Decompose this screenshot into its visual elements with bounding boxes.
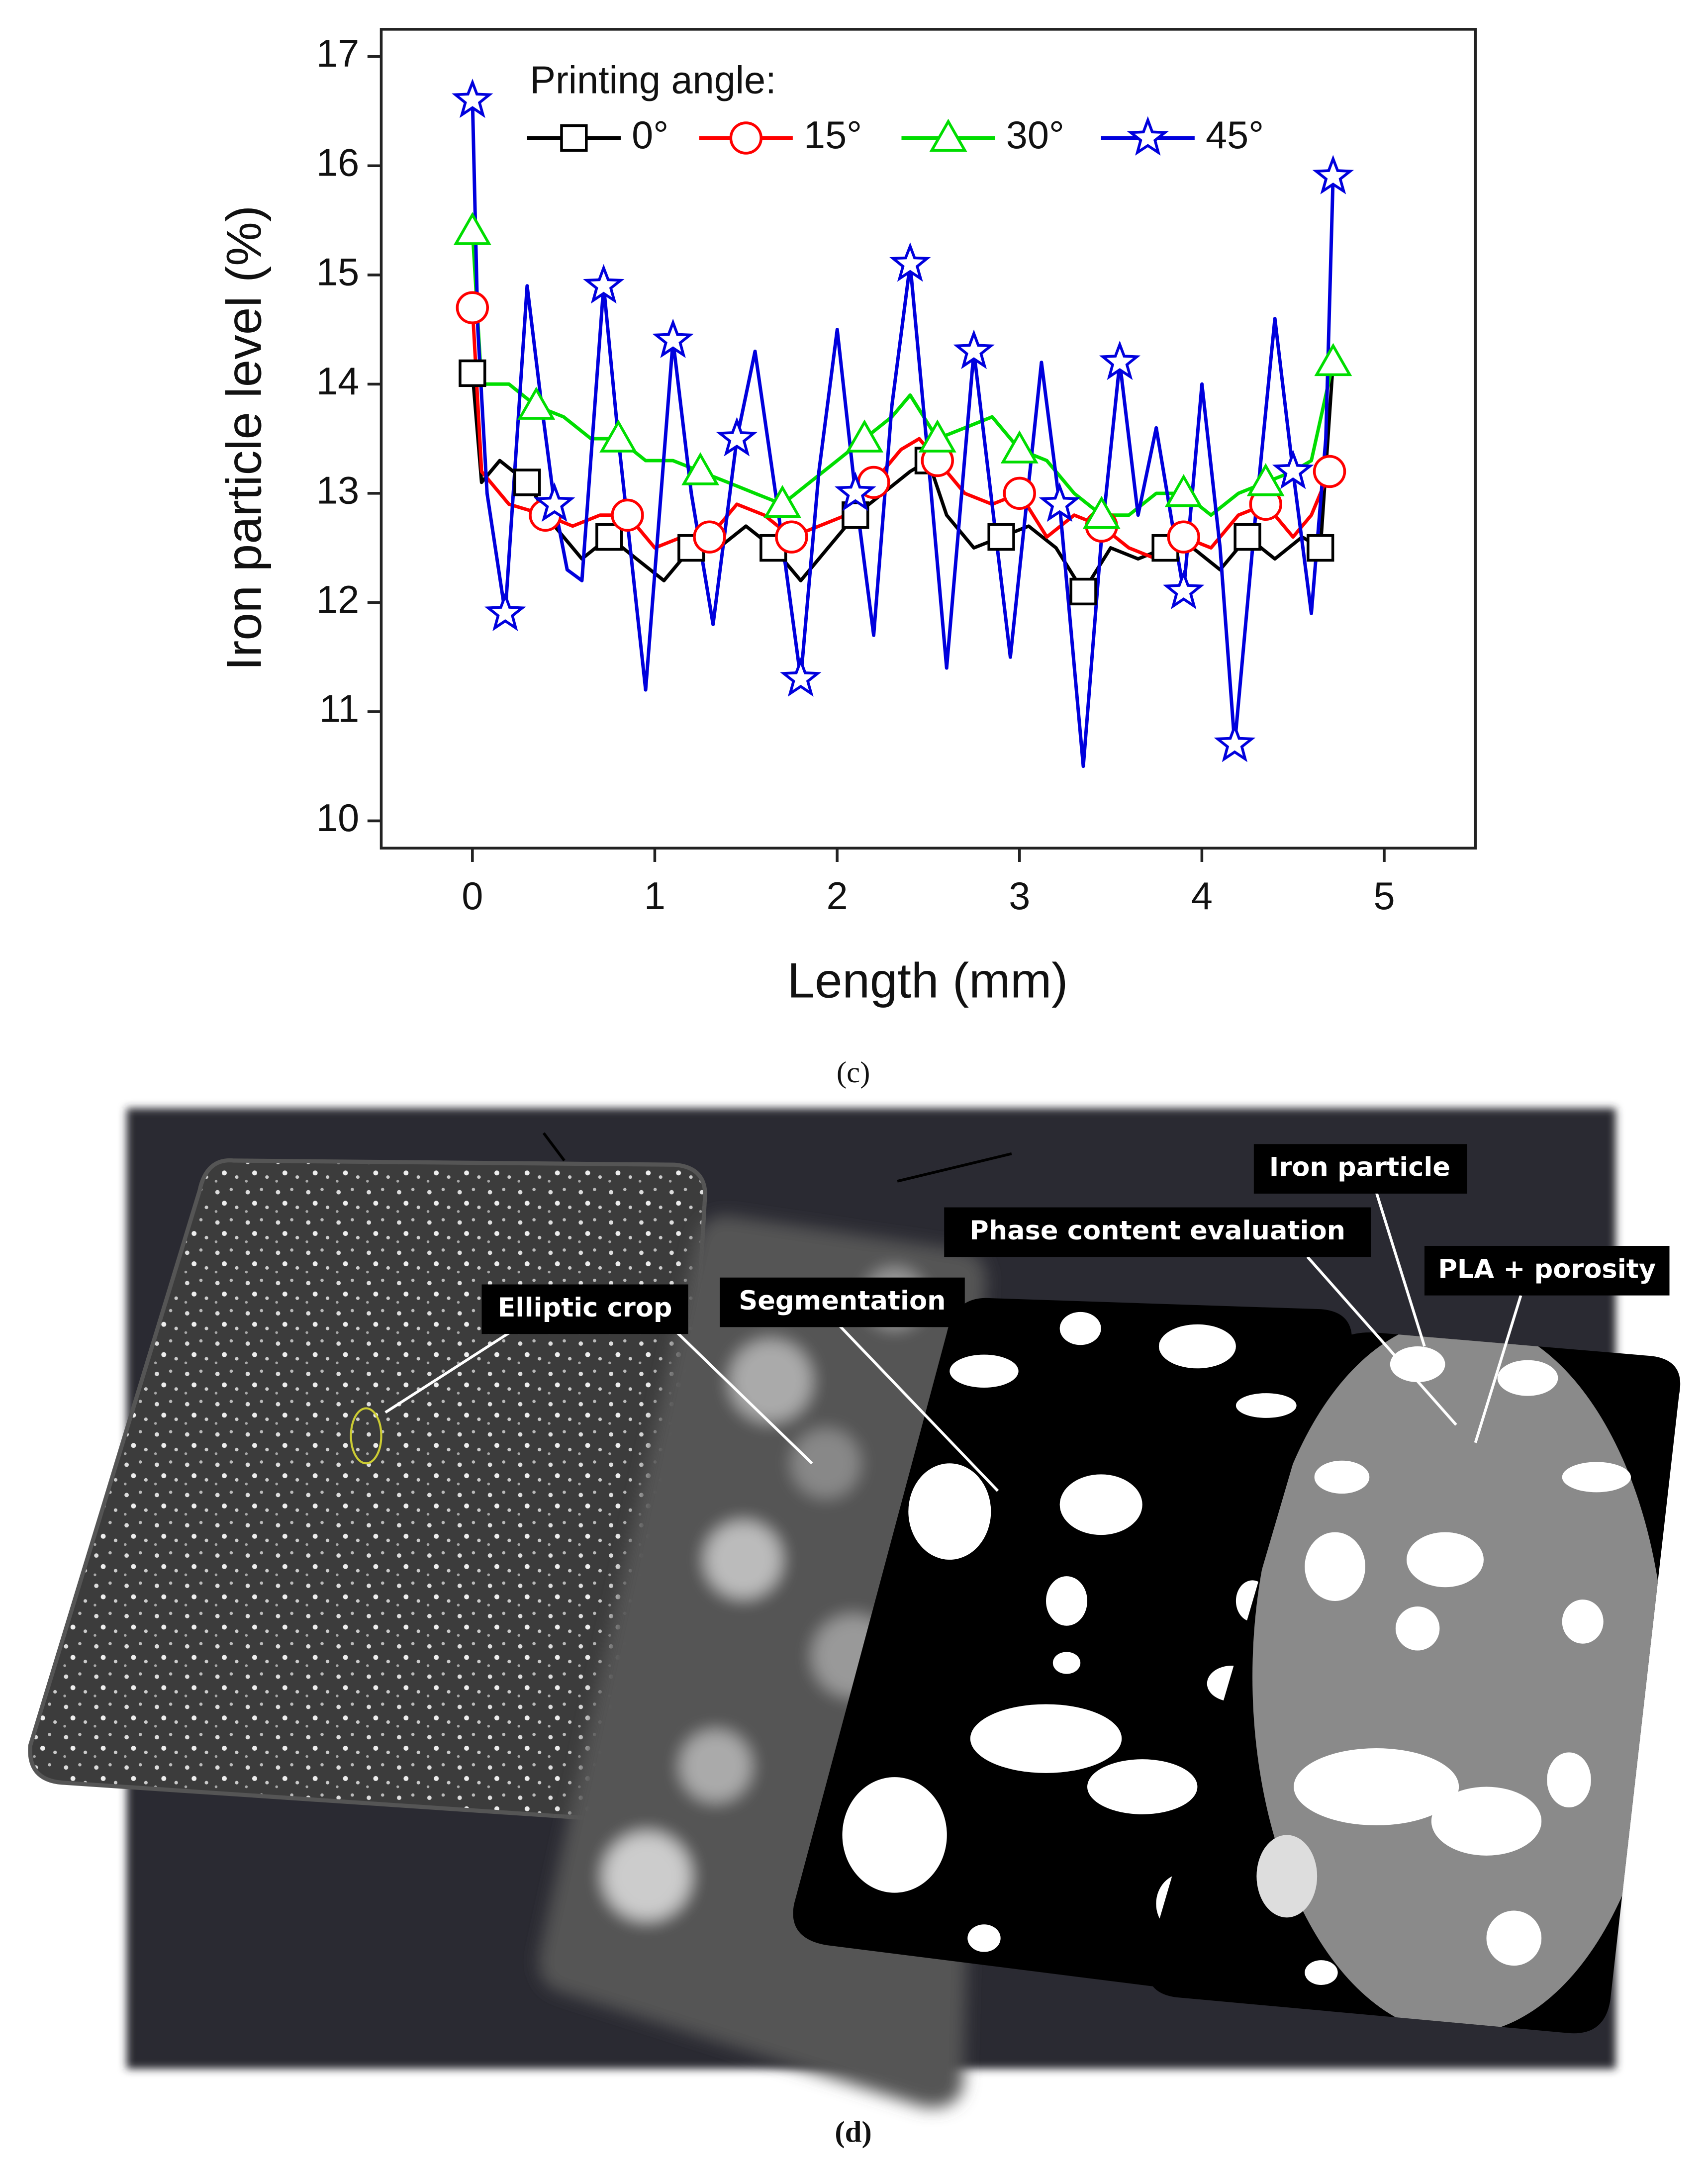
legend-label: 15° (804, 114, 862, 157)
panel-label: (d) (835, 2116, 871, 2149)
marker (583, 264, 625, 304)
data-line (471, 100, 1335, 768)
marker (456, 291, 489, 324)
label: Elliptic crop (498, 1293, 672, 1323)
marker (599, 419, 638, 453)
y-tick-label: 15 (316, 251, 359, 293)
marker (452, 78, 493, 118)
y-tick-label: 12 (316, 578, 359, 621)
leader-line (838, 1324, 999, 1492)
marker (1246, 463, 1285, 496)
label-box (481, 1284, 688, 1334)
marker (953, 329, 995, 370)
marker (1234, 523, 1261, 551)
marker (1312, 155, 1354, 194)
marker (1000, 430, 1039, 464)
leader-line (1375, 1192, 1426, 1347)
chart-area (380, 28, 1477, 850)
marker (1164, 474, 1203, 507)
label: Phase content evaluation (969, 1216, 1345, 1246)
marker (681, 452, 720, 485)
legend-label: 45° (1206, 114, 1264, 157)
marker (1313, 455, 1346, 488)
legend-marker (560, 124, 588, 152)
x-tick-label: 4 (1191, 875, 1213, 918)
marker (453, 212, 491, 245)
label: PLA + porosity (1438, 1254, 1656, 1284)
panel-label: (c) (837, 1056, 870, 1089)
marker (716, 417, 758, 457)
marker (775, 520, 808, 554)
marker (652, 318, 694, 358)
marker (918, 419, 956, 453)
marker (595, 523, 623, 551)
marker (534, 482, 575, 522)
marker (1307, 534, 1334, 562)
crop-ellipse (350, 1407, 382, 1465)
leader-line (384, 1324, 521, 1414)
plot-frame (380, 28, 1477, 850)
marker (780, 657, 822, 697)
y-axis-label: Iron particle level (%) (216, 205, 272, 671)
marker (459, 359, 486, 387)
x-tick-label: 0 (462, 875, 483, 918)
y-tick-label: 17 (316, 32, 359, 75)
label-box (1253, 1144, 1467, 1194)
marker (835, 471, 876, 511)
label: Iron particle (1269, 1152, 1450, 1183)
marker (1167, 520, 1200, 554)
artifact-line (897, 1152, 1012, 1183)
marker (1003, 476, 1036, 510)
y-tick-label: 14 (316, 360, 359, 403)
marker (484, 591, 526, 631)
marker (517, 386, 556, 420)
leader-line (676, 1331, 813, 1465)
label-box (1424, 1246, 1670, 1296)
marker (987, 523, 1015, 551)
label-box (944, 1207, 1371, 1257)
y-tick-label: 16 (316, 142, 359, 185)
y-tick-label: 11 (319, 687, 359, 730)
label-box (720, 1277, 965, 1327)
y-tick-label: 10 (316, 797, 359, 840)
artifact-line (542, 1132, 566, 1162)
marker (693, 520, 726, 554)
legend-marker (729, 121, 762, 155)
legend-marker (1127, 116, 1169, 156)
x-axis-label: Length (mm) (787, 953, 1068, 1009)
marker (1069, 577, 1097, 606)
marker (1162, 569, 1205, 610)
marker (846, 419, 884, 453)
x-tick-label: 5 (1373, 875, 1395, 918)
leader-line (1306, 1256, 1457, 1426)
marker (611, 498, 644, 532)
marker (1099, 340, 1141, 380)
y-tick-label: 13 (316, 469, 359, 512)
leader-line (1474, 1295, 1522, 1443)
x-tick-label: 2 (827, 875, 848, 918)
x-tick-label: 1 (644, 875, 665, 918)
legend-marker (929, 118, 967, 152)
marker (1039, 482, 1081, 522)
x-tick-label: 3 (1009, 875, 1030, 918)
label: Segmentation (739, 1286, 946, 1316)
legend-label: 0° (632, 114, 668, 157)
marker (513, 469, 541, 496)
marker (889, 242, 931, 282)
legend-title: Printing angle: (530, 59, 776, 101)
marker (1314, 343, 1352, 377)
legend-label: 30° (1006, 114, 1064, 157)
marker (1214, 722, 1256, 762)
marker (763, 485, 802, 518)
marker (1082, 495, 1121, 529)
phase-slice (1147, 1332, 1681, 2034)
panel-d: Elliptic crop Segmentation Phase content… (28, 1108, 1681, 2108)
marker (1272, 450, 1314, 489)
